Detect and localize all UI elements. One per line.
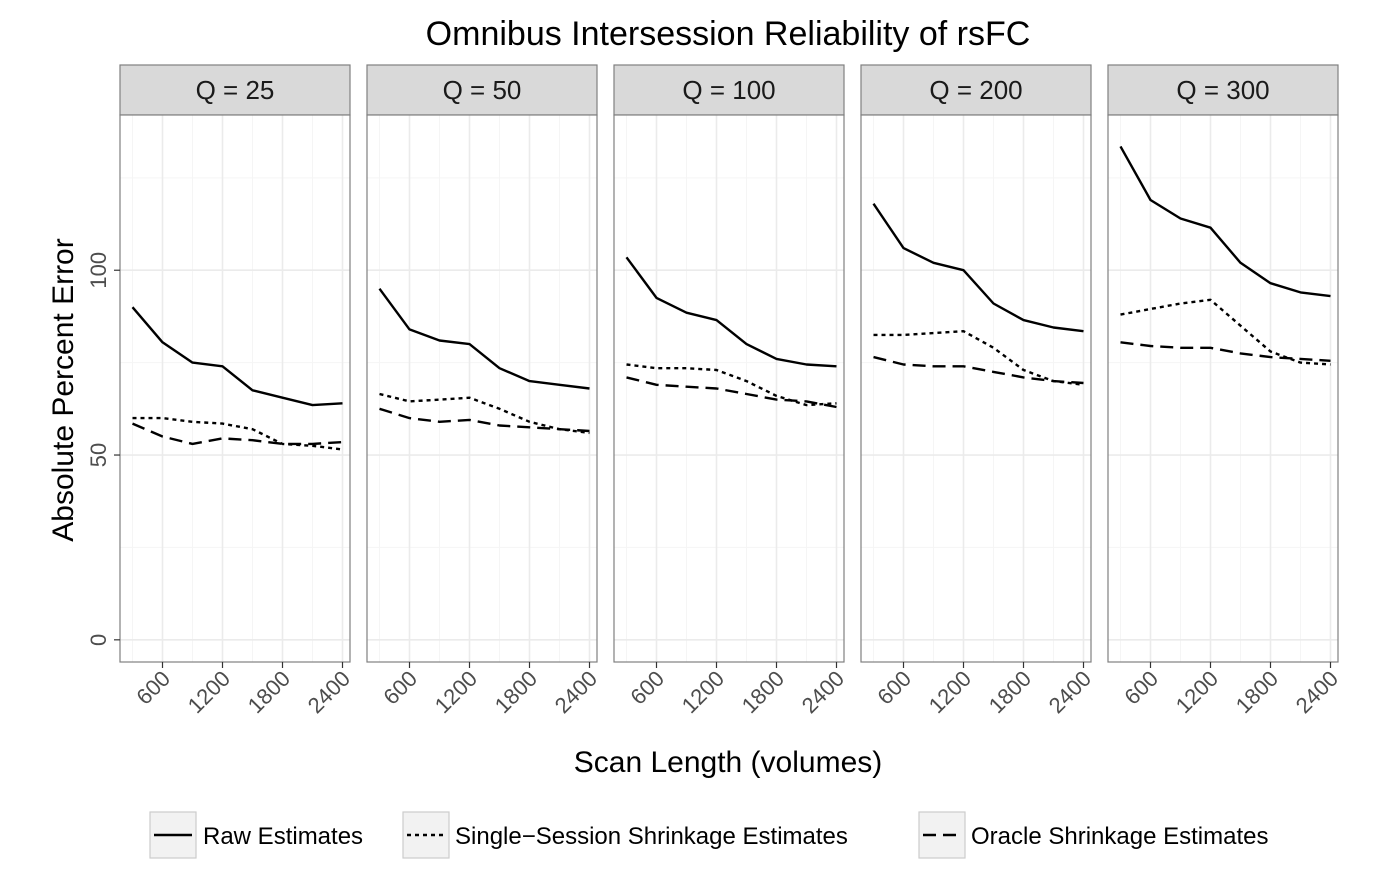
x-tick-label: 2400 (303, 666, 355, 718)
x-tick-label: 600 (872, 666, 916, 710)
plot-background (120, 115, 350, 662)
facet-strip (366, 64, 598, 116)
x-tick-label: 1800 (490, 666, 542, 718)
facet-panel: Q = 200 600 1200 1800 2400 (860, 64, 1096, 718)
x-tick-label: 1800 (1231, 666, 1283, 718)
panel-border (860, 114, 1092, 663)
facet-strip-label: Q = 200 (929, 75, 1022, 105)
series-line (132, 422, 343, 446)
x-tick-label: 600 (131, 666, 175, 710)
panel-border (366, 114, 598, 663)
y-axis-label: Absolute Percent Error (47, 238, 80, 541)
panel-border (613, 114, 845, 663)
x-tick-label: 1800 (243, 666, 295, 718)
facet-strip-label: Q = 25 (196, 75, 275, 105)
facet-strip (613, 64, 845, 116)
series-line (379, 407, 590, 433)
legend-item: Single−Session Shrinkage Estimates (402, 811, 848, 859)
series-line (378, 287, 590, 390)
facet-strip-label: Q = 300 (1176, 75, 1269, 105)
facet-panel: Q = 100 600 1200 1800 2400 (613, 64, 849, 718)
plot-background (367, 115, 597, 662)
series-line (626, 363, 837, 407)
x-tick-label: 1200 (430, 666, 482, 718)
facet-panel: Q = 300 600 1200 1800 2400 (1107, 64, 1343, 718)
series-line (1119, 145, 1331, 298)
series-line (626, 376, 837, 409)
series-line (873, 355, 1084, 385)
panel-border (119, 114, 351, 663)
facet-panel: Q = 25 600 1200 1800 2400 0 50 100 (86, 64, 355, 718)
x-tick-label: 2400 (550, 666, 602, 718)
series-line (379, 392, 590, 435)
x-tick-label: 1200 (1171, 666, 1223, 718)
facet-strip-label: Q = 50 (443, 75, 522, 105)
x-tick-label: 1800 (737, 666, 789, 718)
plot-background (1108, 115, 1338, 662)
legend-label: Single−Session Shrinkage Estimates (455, 823, 848, 850)
x-tick-label: 1200 (924, 666, 976, 718)
facet-strip-label: Q = 100 (682, 75, 775, 105)
x-tick-label: 600 (378, 666, 422, 710)
legend: Raw Estimates Single−Session Shrinkage Es… (149, 811, 1268, 859)
legend-label: Raw Estimates (203, 823, 363, 850)
series-line (132, 416, 343, 451)
x-tick-label: 1800 (984, 666, 1036, 718)
legend-label: Oracle Shrinkage Estimates (971, 823, 1268, 850)
x-tick-label: 2400 (797, 666, 849, 718)
series-line (625, 256, 837, 368)
plot-background (614, 115, 844, 662)
series-line (1120, 298, 1331, 366)
y-tick-label: 0 (86, 634, 111, 646)
x-tick-label: 600 (625, 666, 669, 710)
facet-strip (119, 64, 351, 116)
y-tick-label: 50 (86, 443, 111, 467)
series-line (873, 330, 1084, 386)
panel-border (1107, 114, 1339, 663)
x-tick-label: 2400 (1044, 666, 1096, 718)
x-tick-label: 600 (1119, 666, 1163, 710)
series-line (131, 306, 343, 407)
facet-panel: Q = 50 600 1200 1800 2400 (366, 64, 602, 718)
facet-strip (1107, 64, 1339, 116)
plot-background (861, 115, 1091, 662)
chart-title: Omnibus Intersession Reliability of rsFC (426, 15, 1031, 53)
legend-item: Raw Estimates (149, 811, 363, 859)
series-line (872, 203, 1084, 333)
x-tick-label: 1200 (183, 666, 235, 718)
facet-strip (860, 64, 1092, 116)
x-tick-label: 1200 (677, 666, 729, 718)
y-tick-label: 100 (86, 252, 111, 289)
x-tick-label: 2400 (1291, 666, 1343, 718)
legend-item: Oracle Shrinkage Estimates (918, 811, 1268, 859)
series-line (1120, 341, 1331, 362)
x-axis-label: Scan Length (volumes) (574, 746, 883, 779)
